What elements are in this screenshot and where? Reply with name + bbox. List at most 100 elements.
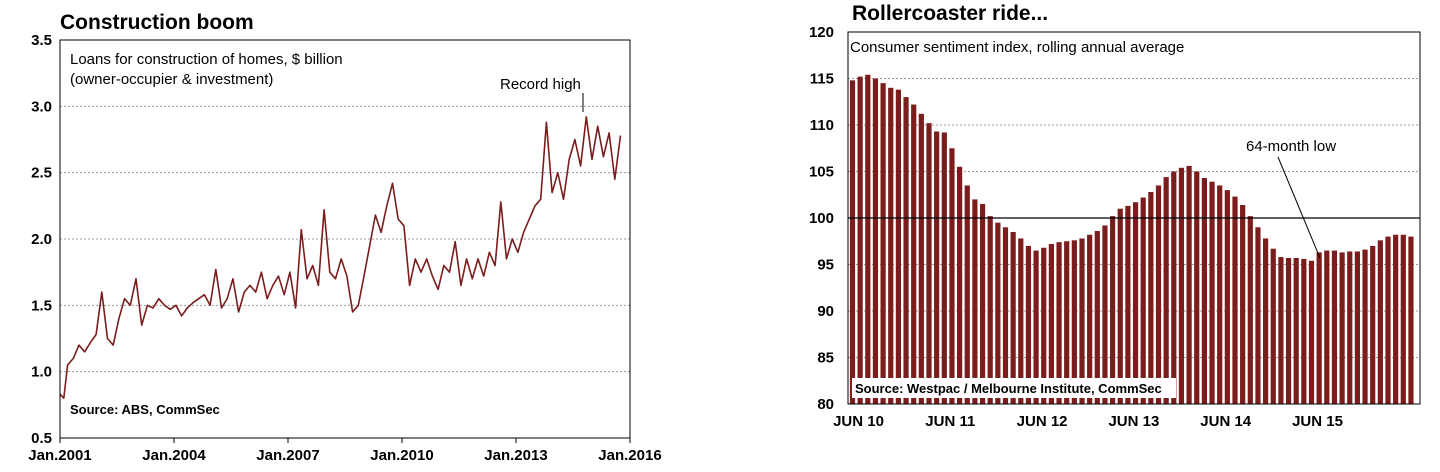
left-y-tick-label: 2.5 [31, 165, 52, 182]
sentiment-bar [964, 185, 970, 404]
low-pointer [1277, 156, 1321, 259]
sentiment-bar [987, 216, 993, 404]
right-y-tick-label: 120 [809, 24, 834, 41]
right-x-tick-label: JUN 10 [833, 413, 884, 430]
sentiment-bar [1041, 247, 1047, 404]
sentiment-bar [1194, 171, 1200, 404]
sentiment-bar [1408, 236, 1414, 404]
sentiment-bar [934, 131, 940, 404]
sentiment-bar [1217, 185, 1223, 404]
sentiment-bar [1278, 257, 1284, 404]
left-y-tick-label: 0.5 [31, 430, 52, 447]
left-y-tick-label: 3.5 [31, 32, 52, 49]
sentiment-bar [1377, 240, 1383, 404]
sentiment-bar [1171, 171, 1177, 404]
left-x-tick-label: Jan.2013 [484, 447, 547, 464]
sentiment-bar [888, 87, 894, 405]
sentiment-bar [1240, 204, 1246, 404]
sentiment-bar [880, 83, 886, 405]
sentiment-bar [1400, 234, 1406, 404]
right-plot-frame [847, 31, 1421, 405]
left-x-tick-label: Jan.2016 [598, 447, 661, 464]
left-chart-source: Source: ABS, CommSec [70, 402, 220, 417]
sentiment-bar [857, 76, 863, 404]
right-x-axis: JUN 10 JUN 11 JUN 12 JUN 13 JUN 14 JUN 15 [833, 413, 1343, 430]
sentiment-bar [1132, 202, 1139, 404]
left-gridlines [60, 105, 630, 373]
sentiment-bar [1002, 227, 1009, 404]
sentiment-bar [1362, 249, 1368, 404]
sentiment-bar [1048, 244, 1054, 404]
sentiment-bar [1201, 178, 1207, 404]
sentiment-bar [1125, 205, 1131, 404]
sentiment-bar [1339, 252, 1345, 404]
sentiment-bar [1316, 252, 1322, 404]
sentiment-bar [1385, 236, 1391, 404]
right-chart-title: Rollercoaster ride... [852, 2, 1048, 25]
consumer-sentiment-chart: Rollercoaster ride... 80 85 90 95 100 105 110 1… [809, 2, 1421, 430]
left-chart-note-line2: (owner-occupier & investment) [70, 71, 273, 88]
sentiment-bar [1293, 257, 1299, 404]
sentiment-bar [1354, 251, 1360, 404]
sentiment-bar [1224, 190, 1230, 404]
sentiment-bar [957, 166, 963, 404]
right-y-tick-label: 115 [810, 71, 834, 88]
right-x-tick-label: JUN 14 [1200, 413, 1252, 430]
sentiment-bar [1232, 196, 1238, 404]
sentiment-bars [849, 74, 1414, 405]
right-chart-source: Source: Westpac / Melbourne Institute, C… [855, 381, 1162, 396]
sentiment-bar [1056, 242, 1062, 404]
left-x-tick-label: Jan.2004 [142, 447, 206, 464]
sentiment-bar [1087, 234, 1093, 404]
sentiment-bar [865, 74, 871, 404]
right-y-tick-label: 90 [817, 303, 834, 320]
right-y-tick-label: 110 [810, 117, 834, 134]
right-x-tick-label: JUN 15 [1292, 413, 1343, 430]
sentiment-bar [872, 78, 879, 404]
left-y-tick-label: 1.5 [31, 297, 52, 314]
sentiment-bar [1155, 185, 1162, 404]
sentiment-bar [1094, 231, 1100, 404]
sentiment-bar [903, 97, 909, 404]
sentiment-bar [1393, 234, 1399, 404]
left-x-tick-label: Jan.2010 [370, 447, 433, 464]
left-chart-note-line1: Loans for construction of homes, $ billi… [70, 51, 343, 68]
right-y-tick-label: 105 [809, 164, 834, 181]
sentiment-bar [972, 199, 978, 404]
construction-loans-chart: Construction boom 0.51.01.52.02.53.03.5 … [28, 11, 661, 464]
sentiment-bar [1308, 260, 1315, 404]
loans-series-line [59, 116, 622, 399]
record-high-label: Record high [500, 76, 581, 93]
sentiment-bar [1148, 191, 1154, 404]
sentiment-bar [1285, 257, 1292, 404]
sentiment-bar [849, 80, 856, 405]
left-x-axis: Jan.2001 Jan.2004 Jan.2007 Jan.2010 Jan.2013… [28, 438, 662, 464]
sentiment-bar [1010, 231, 1016, 404]
sentiment-bar [1033, 250, 1039, 404]
sentiment-bar [1301, 258, 1307, 404]
sentiment-bar [1117, 208, 1123, 404]
sentiment-bar [1370, 245, 1376, 404]
sentiment-bar [995, 222, 1001, 404]
sentiment-bar [1263, 238, 1269, 404]
sentiment-bar [895, 89, 901, 404]
sentiment-bar [1331, 250, 1338, 404]
left-plot-frame [59, 39, 631, 439]
sentiment-bar [1186, 165, 1192, 404]
right-y-axis: 80 85 90 95 100 105 110 115 120 [809, 24, 834, 413]
sentiment-bar [1163, 177, 1169, 404]
left-x-tick-label: Jan.2007 [256, 447, 319, 464]
low-label: 64-month low [1246, 138, 1336, 155]
sentiment-bar [911, 104, 917, 404]
sentiment-bar [1140, 197, 1146, 404]
right-x-tick-label: JUN 13 [1108, 413, 1159, 430]
sentiment-bar [1025, 245, 1032, 404]
right-x-tick-label: JUN 12 [1017, 413, 1068, 430]
left-y-axis: 0.5 1.0 1.5 2.0 2.5 3.0 3.5 [31, 32, 52, 447]
left-y-tick-label: 1.0 [31, 364, 52, 381]
sentiment-bar [926, 123, 932, 404]
right-chart-note: Consumer sentiment index, rolling annual… [850, 39, 1184, 56]
sentiment-bar [1324, 250, 1330, 404]
sentiment-bar [1110, 216, 1116, 404]
sentiment-bar [1247, 216, 1253, 404]
